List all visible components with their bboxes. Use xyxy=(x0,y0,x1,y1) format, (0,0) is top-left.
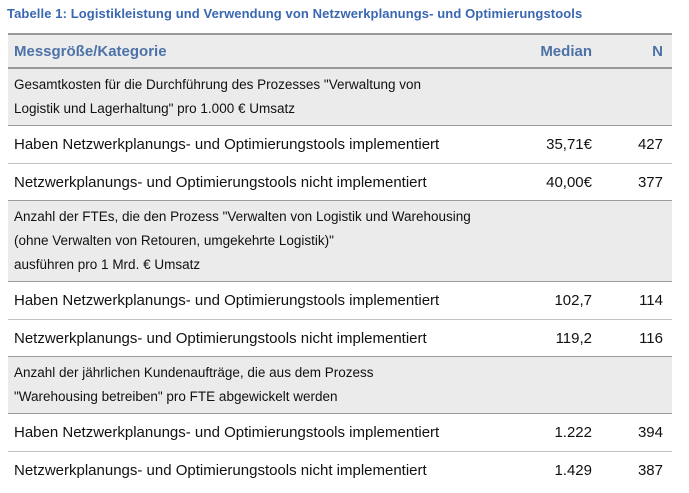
n-value: 114 xyxy=(639,292,663,309)
table-row: Haben Netzwerkplanungs- und Optimierungs… xyxy=(8,282,672,319)
n-value: 387 xyxy=(637,461,663,479)
n-value: 394 xyxy=(637,424,663,441)
section-header-line: Anzahl der jährlichen Kundenaufträge, di… xyxy=(14,365,374,380)
table-row: Netzwerkplanungs- und Optimierungstools … xyxy=(8,163,672,200)
benchmark-table: Messgröße/Kategorie Median N Gesamtkoste… xyxy=(8,33,672,488)
column-header-messgroesse: Messgröße/Kategorie xyxy=(14,42,167,60)
row-label: Haben Netzwerkplanungs- und Optimierungs… xyxy=(14,136,440,153)
median-value: 1.222 xyxy=(554,424,592,441)
section-header-line: Gesamtkosten für die Durchführung des Pr… xyxy=(14,77,422,92)
row-label: Netzwerkplanungs- und Optimierungstools … xyxy=(14,461,427,479)
table-title: Tabelle 1: Logistikleistung und Verwendu… xyxy=(7,6,583,21)
median-value: 102,7 xyxy=(554,292,592,309)
median-value: 1.429 xyxy=(554,461,592,479)
section-header-ftes: Anzahl der FTEs, die den Prozess "Verwal… xyxy=(8,200,672,282)
median-value: 35,71€ xyxy=(546,136,592,153)
section-header-gesamtkosten: Gesamtkosten für die Durchführung des Pr… xyxy=(8,69,672,126)
table-row: Netzwerkplanungs- und Optimierungstools … xyxy=(8,319,672,356)
median-value: 119,2 xyxy=(555,329,592,347)
n-value: 377 xyxy=(637,173,663,191)
row-label: Haben Netzwerkplanungs- und Optimierungs… xyxy=(14,424,440,441)
median-value: 40,00€ xyxy=(546,173,592,191)
n-value: 427 xyxy=(637,136,663,153)
column-header-median: Median xyxy=(540,42,592,60)
row-label: Netzwerkplanungs- und Optimierungstools … xyxy=(14,329,427,347)
table-header-row: Messgröße/Kategorie Median N xyxy=(8,35,672,69)
section-header-line: ausführen pro 1 Mrd. € Umsatz xyxy=(14,257,201,272)
table-row: Netzwerkplanungs- und Optimierungstools … xyxy=(8,451,672,488)
n-value: 116 xyxy=(639,329,663,347)
section-header-line: (ohne Verwalten von Retouren, umgekehrte… xyxy=(14,233,334,248)
section-header-line: "Warehousing betreiben" pro FTE abgewick… xyxy=(14,389,338,404)
row-label: Haben Netzwerkplanungs- und Optimierungs… xyxy=(14,292,440,309)
table-row: Haben Netzwerkplanungs- und Optimierungs… xyxy=(8,126,672,163)
section-header-kundenauftraege: Anzahl der jährlichen Kundenaufträge, di… xyxy=(8,356,672,414)
section-header-line: Anzahl der FTEs, die den Prozess "Verwal… xyxy=(14,209,471,224)
column-header-n: N xyxy=(652,42,663,60)
row-label: Netzwerkplanungs- und Optimierungstools … xyxy=(14,173,427,191)
table-row: Haben Netzwerkplanungs- und Optimierungs… xyxy=(8,414,672,451)
section-header-line: Logistik und Lagerhaltung" pro 1.000 € U… xyxy=(14,101,295,116)
